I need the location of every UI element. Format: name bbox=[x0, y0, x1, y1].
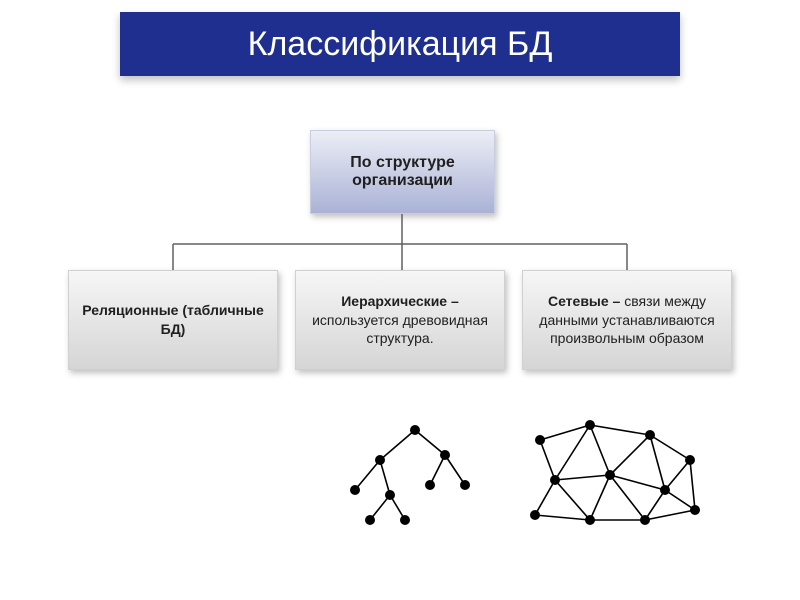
child-bold: Реляционные (табличные БД) bbox=[82, 302, 264, 337]
child-bold: Сетевые – bbox=[548, 293, 624, 309]
hierarchy-children-row: Реляционные (табличные БД) Иерархические… bbox=[68, 270, 732, 370]
hierarchy-root-box: По структуре организации bbox=[310, 130, 495, 214]
page-title: Классификация БД bbox=[120, 12, 680, 76]
child-box-network: Сетевые – связи между данными устанавлив… bbox=[522, 270, 732, 370]
hierarchy-root-label: По структуре организации bbox=[319, 154, 486, 190]
child-box-hierarchical: Иерархические – используется древовидная… bbox=[295, 270, 505, 370]
child-box-relational: Реляционные (табличные БД) bbox=[68, 270, 278, 370]
child-bold: Иерархические – bbox=[341, 293, 459, 309]
child-rest: используется древовидная структура. bbox=[312, 312, 488, 347]
